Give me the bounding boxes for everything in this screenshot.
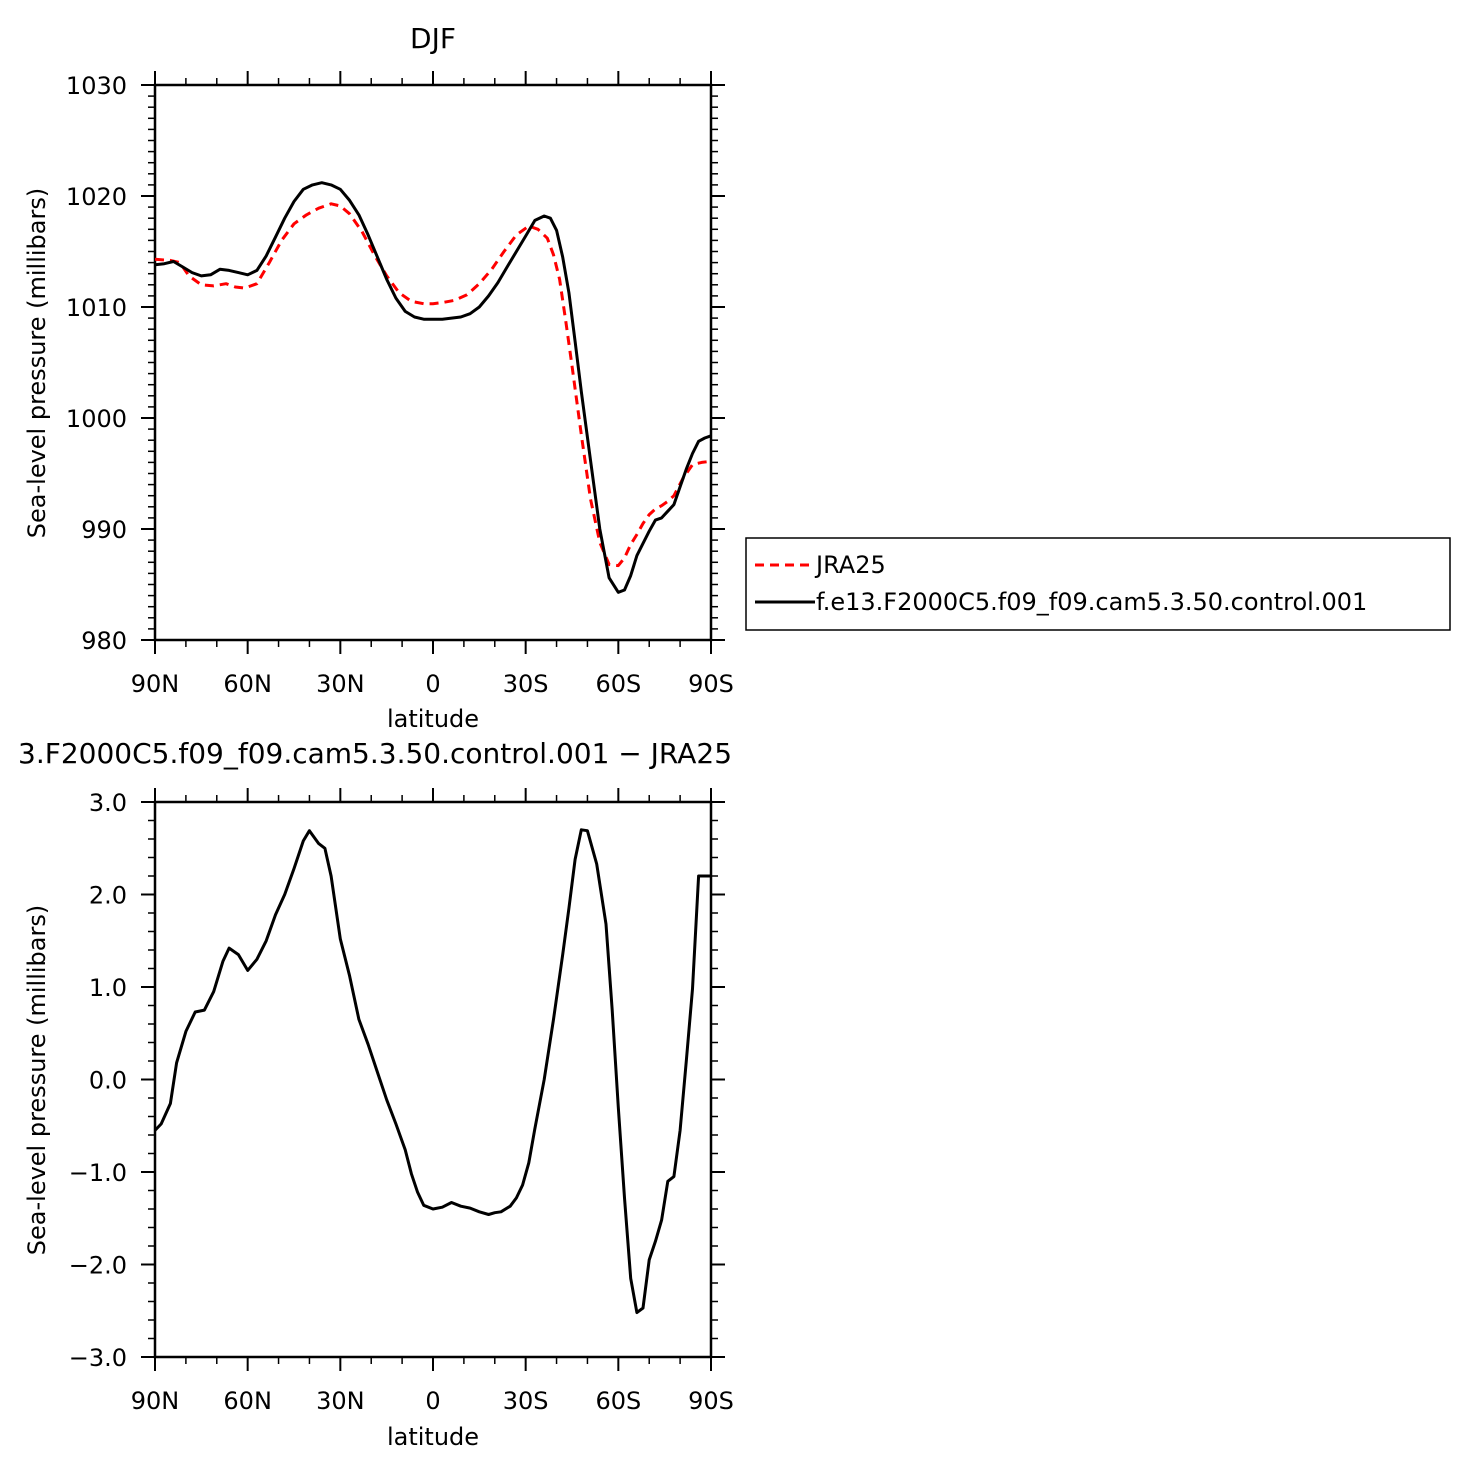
chart1-xlabel: latitude <box>387 705 479 733</box>
chart1-xtick-label: 90N <box>131 670 180 698</box>
chart2-ytick-label: −2.0 <box>69 1252 127 1280</box>
chart2-ylabel: Sea-level pressure (millibars) <box>23 905 51 1255</box>
chart2-xtick-label: 60S <box>595 1387 641 1415</box>
chart2-xtick-label: 30N <box>316 1387 365 1415</box>
chart2-ytick-label: −1.0 <box>69 1159 127 1187</box>
chart1-frame <box>153 83 713 642</box>
chart1-xtick-label: 60S <box>595 670 641 698</box>
chart2-xtick-label: 30S <box>503 1387 549 1415</box>
chart2-title: 3.F2000C5.f09_f09.cam5.3.50.control.001 … <box>18 737 732 770</box>
chart2-frame <box>153 800 713 1359</box>
chart1-plot-area: 90N 60N 30N 0 30S 60S 90S 980 990 1000 1010 1020 103… <box>66 71 734 698</box>
chart1-ytick-label: 1030 <box>66 72 127 100</box>
legend-label-model: f.e13.F2000C5.f09_f09.cam5.3.50.control.… <box>816 588 1367 616</box>
chart1-ytick-label: 980 <box>81 627 127 655</box>
chart2-xtick-label: 90S <box>688 1387 734 1415</box>
chart2-ytick-label: 0.0 <box>89 1067 127 1095</box>
chart1-title: DJF <box>410 22 456 55</box>
chart1-xtick-label: 60N <box>223 670 272 698</box>
chart1-ylabel: Sea-level pressure (millibars) <box>23 188 51 538</box>
chart1-ytick-label: 1020 <box>66 183 127 211</box>
chart2-ytick-label: 1.0 <box>89 974 127 1002</box>
chart1-ytick-label: 990 <box>81 516 127 544</box>
chart1-xtick-label: 0 <box>425 670 440 698</box>
legend-label-jra25: JRA25 <box>814 551 886 579</box>
chart2-plot-area: 90N 60N 30N 0 30S 60S 90S −3.0 −2.0 −1.0 0.0 1.0 2.0… <box>69 788 734 1415</box>
chart1-series-line-0 <box>154 202 712 568</box>
chart2-ytick-label: 3.0 <box>89 789 127 817</box>
chart2-ytick-label: 2.0 <box>89 882 127 910</box>
chart2-xtick-label: 90N <box>131 1387 180 1415</box>
chart1-xtick-label: 30S <box>503 670 549 698</box>
chart1-series-line-1 <box>154 181 712 594</box>
chart1-xtick-label: 90S <box>688 670 734 698</box>
chart1-xtick-label: 30N <box>316 670 365 698</box>
chart1-ytick-label: 1010 <box>66 294 127 322</box>
chart2-xtick-label: 0 <box>425 1387 440 1415</box>
chart2-ytick-label: −3.0 <box>69 1344 127 1372</box>
chart2-series-line-0 <box>153 828 711 1315</box>
chart1-ytick-label: 1000 <box>66 405 127 433</box>
chart2-xtick-label: 60N <box>223 1387 272 1415</box>
chart2-xlabel: latitude <box>387 1423 479 1451</box>
chart1-legend: JRA25 f.e13.F2000C5.f09_f09.cam5.3.50.co… <box>745 537 1451 631</box>
legend-box <box>745 537 1451 631</box>
